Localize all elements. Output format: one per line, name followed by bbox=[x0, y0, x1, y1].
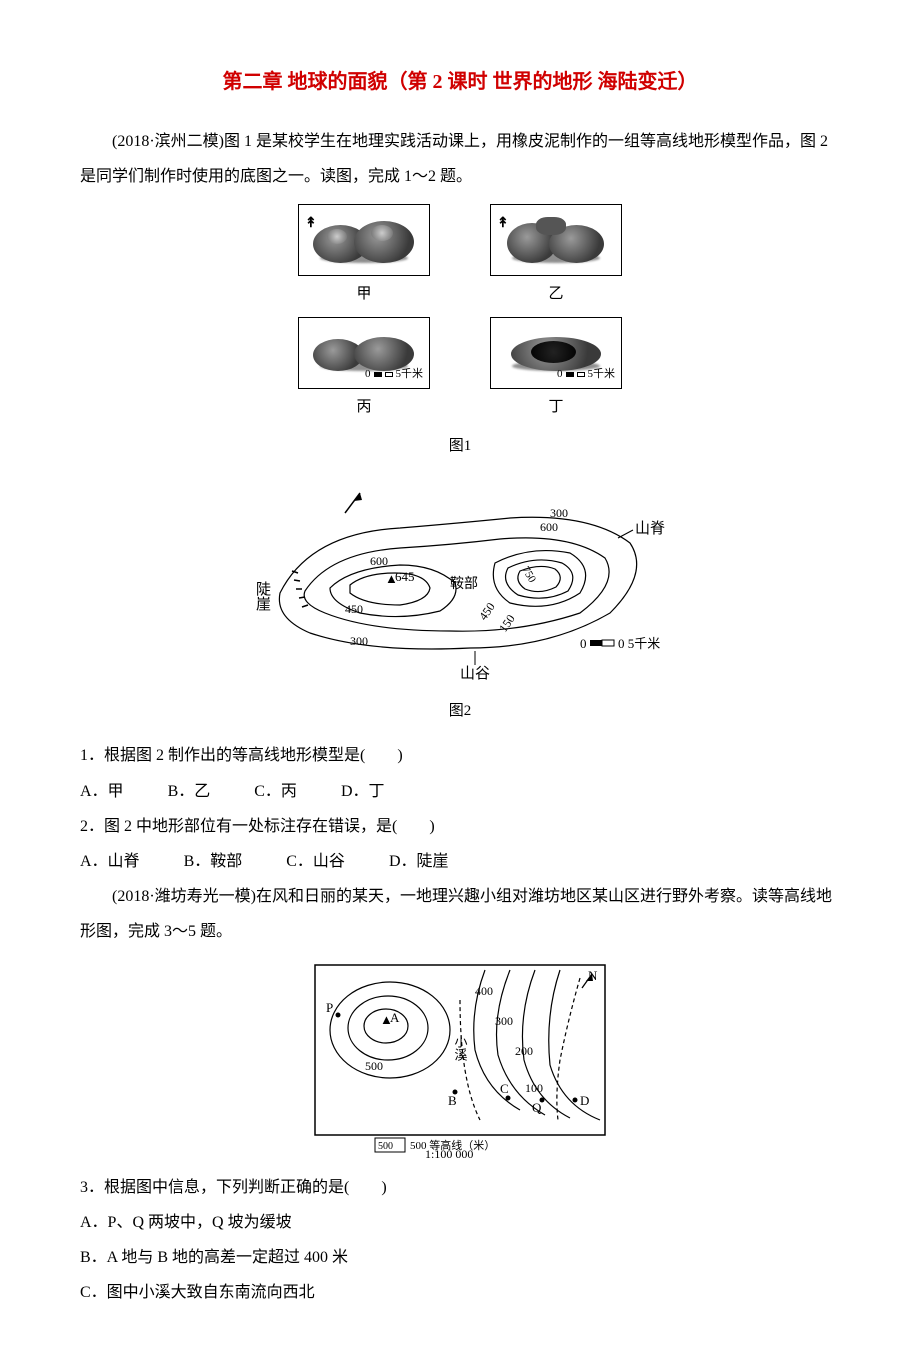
svg-text:山脊: 山脊 bbox=[635, 520, 665, 537]
q2-opt-a: A．山脊 bbox=[80, 844, 140, 879]
figure-1-caption: 图1 bbox=[80, 430, 840, 463]
model-label-jia: 甲 bbox=[356, 278, 371, 311]
q3-opt-b: B．A 地与 B 地的高差一定超过 400 米 bbox=[80, 1240, 840, 1275]
scale-zero: 0 bbox=[557, 362, 563, 386]
q3-opt-c: C．图中小溪大致自东南流向西北 bbox=[80, 1275, 840, 1310]
svg-text:D: D bbox=[580, 1093, 589, 1108]
model-bing: 0 5千米 bbox=[298, 317, 430, 389]
q1-opt-c: C．丙 bbox=[254, 774, 297, 809]
svg-text:Q: Q bbox=[532, 1100, 542, 1115]
model-label-bing: 丙 bbox=[356, 391, 371, 424]
svg-text:450: 450 bbox=[476, 600, 498, 623]
q3-opt-a: A．P、Q 两坡中，Q 坡为缓坡 bbox=[80, 1205, 840, 1240]
q1-opt-d: D．丁 bbox=[341, 774, 385, 809]
scale-zero: 0 bbox=[365, 362, 371, 386]
model-jia: ↟ bbox=[298, 204, 430, 276]
svg-text:山谷: 山谷 bbox=[460, 665, 490, 682]
svg-text:400: 400 bbox=[475, 984, 493, 998]
scale-text-bing: 5千米 bbox=[396, 362, 424, 386]
scale-bar: 0 0 5千米 bbox=[580, 636, 660, 651]
svg-text:500: 500 bbox=[378, 1141, 393, 1152]
question-3-stem: 3．根据图中信息，下列判断正确的是( ) bbox=[80, 1170, 840, 1205]
q2-opt-c: C．山谷 bbox=[286, 844, 345, 879]
model-yi: ↟ bbox=[490, 204, 622, 276]
question-2-stem: 2．图 2 中地形部位有一处标注存在错误，是( ) bbox=[80, 809, 840, 844]
svg-text:鞍部: 鞍部 bbox=[450, 576, 478, 592]
contour-map-svg: ▲ 645 鞍部 山脊 陡崖 山谷 300 600 600 450 300 45… bbox=[250, 473, 670, 693]
model-label-ding: 丁 bbox=[548, 391, 563, 424]
figure-3: P ▲ A B C Q D N 400 300 200 100 500 小溪 5… bbox=[80, 960, 840, 1160]
svg-text:小溪: 小溪 bbox=[453, 1035, 468, 1061]
svg-text:300: 300 bbox=[350, 634, 368, 648]
question-1-options: A．甲 B．乙 C．丙 D．丁 bbox=[80, 774, 840, 809]
q2-opt-d: D．陡崖 bbox=[389, 844, 449, 879]
question-2-options: A．山脊 B．鞍部 C．山谷 D．陡崖 bbox=[80, 844, 840, 879]
svg-text:A: A bbox=[390, 1010, 400, 1025]
north-arrow-icon bbox=[345, 493, 362, 513]
model-ding: 0 5千米 bbox=[490, 317, 622, 389]
svg-text:645: 645 bbox=[395, 569, 415, 584]
scale-bar: 0 5千米 bbox=[557, 362, 615, 386]
svg-text:600: 600 bbox=[540, 520, 558, 534]
svg-text:600: 600 bbox=[370, 554, 388, 568]
scale-bar: 0 5千米 bbox=[365, 362, 423, 386]
q1-opt-b: B．乙 bbox=[168, 774, 211, 809]
model-label-yi: 乙 bbox=[548, 278, 563, 311]
intro-1: (2018·滨州二模)图 1 是某校学生在地理实践活动课上，用橡皮泥制作的一组等… bbox=[80, 124, 840, 194]
svg-text:C: C bbox=[500, 1081, 509, 1096]
q1-opt-a: A．甲 bbox=[80, 774, 124, 809]
svg-text:200: 200 bbox=[515, 1044, 533, 1058]
svg-text:500: 500 bbox=[365, 1059, 383, 1073]
scale-text-ding: 5千米 bbox=[588, 362, 616, 386]
svg-text:300: 300 bbox=[550, 506, 568, 520]
question-1-stem: 1．根据图 2 制作出的等高线地形模型是( ) bbox=[80, 738, 840, 773]
svg-text:450: 450 bbox=[345, 602, 363, 616]
figure-2: ▲ 645 鞍部 山脊 陡崖 山谷 300 600 600 450 300 45… bbox=[80, 473, 840, 728]
svg-text:100: 100 bbox=[525, 1081, 543, 1095]
figure-2-caption: 图2 bbox=[80, 695, 840, 728]
contour-map-3-svg: P ▲ A B C Q D N 400 300 200 100 500 小溪 5… bbox=[310, 960, 610, 1160]
svg-text:0: 0 bbox=[580, 636, 587, 651]
svg-text:750: 750 bbox=[519, 565, 538, 586]
svg-text:0 5千米: 0 5千米 bbox=[618, 636, 660, 651]
svg-text:150: 150 bbox=[496, 612, 518, 635]
intro-2: (2018·潍坊寿光一模)在风和日丽的某天，一地理兴趣小组对潍坊地区某山区进行野… bbox=[80, 879, 840, 949]
figure-1: ↟ 甲 ↟ 乙 bbox=[80, 204, 840, 463]
svg-text:300: 300 bbox=[495, 1014, 513, 1028]
svg-text:B: B bbox=[448, 1093, 457, 1108]
svg-text:P: P bbox=[326, 1000, 333, 1015]
scale-text: 1:100 000 bbox=[425, 1147, 473, 1160]
svg-text:陡崖: 陡崖 bbox=[254, 581, 271, 612]
q2-opt-b: B．鞍部 bbox=[184, 844, 243, 879]
page-title: 第二章 地球的面貌（第 2 课时 世界的地形 海陆变迁） bbox=[80, 60, 840, 104]
